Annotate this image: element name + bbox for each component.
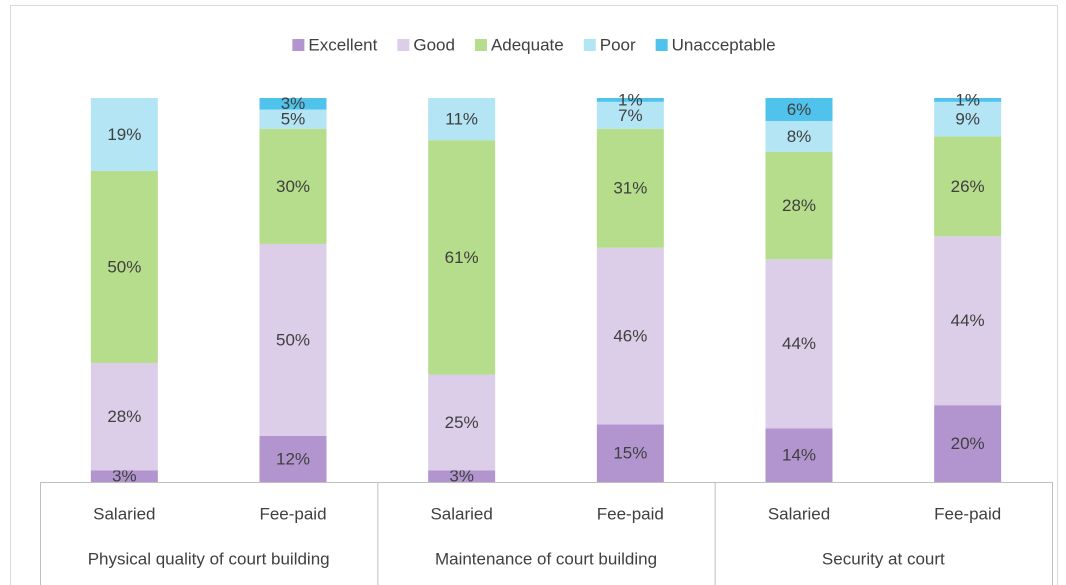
bar-segment	[765, 121, 833, 152]
data-label: 9%	[955, 110, 980, 129]
bar-segment	[259, 98, 327, 110]
bar-segment	[765, 98, 833, 122]
legend-label: Adequate	[491, 35, 564, 54]
data-label: 25%	[445, 413, 479, 432]
data-label: 28%	[782, 196, 816, 215]
data-label: 11%	[445, 110, 478, 129]
x-tick-label: Fee-paid	[934, 504, 1001, 523]
data-label: 6%	[787, 100, 812, 119]
data-label: 31%	[613, 179, 647, 198]
bar-segment	[90, 470, 158, 482]
data-label: 50%	[276, 330, 310, 349]
data-label: 1%	[618, 90, 643, 109]
data-label: 7%	[618, 106, 643, 125]
bar-segment	[428, 140, 496, 375]
bar-segment	[934, 101, 1002, 137]
legend-label: Excellent	[308, 35, 377, 54]
data-label: 8%	[787, 127, 812, 146]
bar-segment	[765, 151, 833, 260]
data-label: 44%	[782, 334, 816, 353]
data-label: 3%	[112, 467, 137, 486]
data-label: 14%	[782, 446, 816, 465]
data-label: 46%	[613, 327, 647, 346]
group-label: Maintenance of court building	[435, 549, 657, 568]
data-label: 3%	[449, 467, 474, 486]
bar-segment	[259, 243, 327, 436]
x-tick-label: Salaried	[768, 504, 830, 523]
data-label: 61%	[445, 248, 479, 267]
bar-segment	[259, 109, 327, 129]
bar-segment	[428, 374, 496, 471]
group-label: Security at court	[822, 549, 945, 568]
bar-segment	[428, 470, 496, 482]
data-label: 20%	[951, 434, 985, 453]
bar-segment	[934, 98, 1002, 102]
chart-frame	[10, 5, 1058, 585]
data-label: 12%	[276, 449, 310, 468]
bar-segment	[934, 405, 1002, 482]
legend-label: Good	[413, 35, 455, 54]
bar-segment	[765, 259, 833, 429]
bar-segment	[596, 101, 664, 129]
data-label: 50%	[107, 257, 141, 276]
legend-label: Unacceptable	[672, 35, 776, 54]
data-label: 44%	[951, 311, 985, 330]
data-label: 1%	[955, 90, 980, 109]
data-label: 30%	[276, 177, 310, 196]
x-tick-label: Fee-paid	[597, 504, 664, 523]
x-tick-label: Salaried	[430, 504, 492, 523]
legend-swatch	[292, 39, 305, 51]
bar-segment	[596, 424, 664, 482]
bar-segment	[90, 170, 158, 363]
bar-segment	[90, 98, 158, 171]
bar-segment	[934, 136, 1002, 237]
data-label: 26%	[951, 177, 985, 196]
group-label: Physical quality of court building	[88, 549, 330, 568]
x-tick-label: Salaried	[93, 504, 155, 523]
bar-segment	[934, 236, 1002, 406]
bar-segment	[596, 247, 664, 425]
bar-segment	[90, 362, 158, 471]
bar-segment	[259, 128, 327, 244]
bar-segment	[596, 128, 664, 248]
x-tick-label: Fee-paid	[259, 504, 326, 523]
data-label: 5%	[281, 110, 306, 129]
legend-swatch	[583, 39, 596, 51]
bar-segment	[596, 98, 664, 102]
legend-label: Poor	[600, 35, 636, 54]
data-label: 19%	[107, 125, 141, 144]
bar-segment	[428, 98, 496, 141]
data-label: 28%	[107, 407, 141, 426]
legend-swatch	[474, 39, 487, 51]
data-label: 15%	[613, 444, 647, 463]
legend-swatch	[655, 39, 668, 51]
data-label: 3%	[281, 94, 306, 113]
bar-segment	[259, 435, 327, 482]
bar-segment	[765, 428, 833, 482]
legend-swatch	[397, 39, 410, 51]
